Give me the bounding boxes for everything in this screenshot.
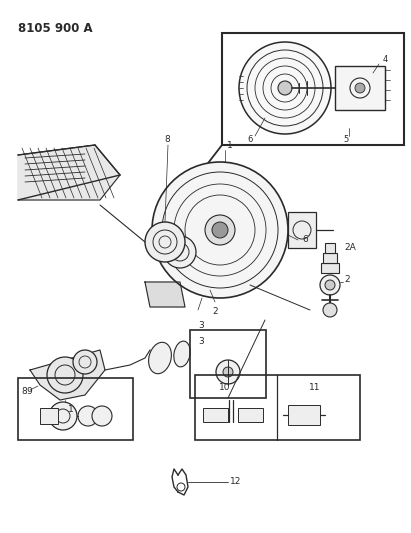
Text: 6: 6 bbox=[302, 236, 308, 245]
Text: 2: 2 bbox=[344, 276, 350, 285]
Bar bbox=[40, 408, 58, 424]
Circle shape bbox=[325, 280, 335, 290]
Text: 8: 8 bbox=[21, 387, 27, 397]
Text: 12: 12 bbox=[230, 478, 241, 487]
Circle shape bbox=[73, 350, 97, 374]
Text: 2: 2 bbox=[212, 308, 218, 317]
Bar bbox=[18, 378, 133, 440]
Text: 11: 11 bbox=[309, 383, 321, 392]
Bar bbox=[288, 212, 316, 248]
Text: 8105 900 A: 8105 900 A bbox=[18, 22, 92, 35]
Bar bbox=[325, 243, 335, 253]
Text: 1: 1 bbox=[68, 406, 74, 415]
Circle shape bbox=[212, 222, 228, 238]
Bar bbox=[222, 33, 404, 145]
Text: 6: 6 bbox=[247, 135, 252, 144]
Text: 2A: 2A bbox=[344, 243, 356, 252]
Circle shape bbox=[355, 83, 365, 93]
Bar bbox=[190, 330, 266, 398]
Circle shape bbox=[49, 402, 77, 430]
Bar bbox=[288, 405, 320, 425]
Text: 3: 3 bbox=[198, 337, 204, 346]
Text: 8: 8 bbox=[164, 135, 170, 144]
Text: 4: 4 bbox=[383, 55, 388, 64]
Polygon shape bbox=[30, 350, 105, 400]
Circle shape bbox=[320, 275, 340, 295]
Bar bbox=[321, 263, 339, 273]
Circle shape bbox=[323, 303, 337, 317]
Circle shape bbox=[223, 367, 233, 377]
Circle shape bbox=[47, 357, 83, 393]
Circle shape bbox=[216, 360, 240, 384]
Circle shape bbox=[239, 42, 331, 134]
Bar bbox=[323, 253, 337, 263]
Circle shape bbox=[145, 222, 185, 262]
Bar bbox=[203, 408, 228, 422]
Bar bbox=[335, 66, 385, 110]
Circle shape bbox=[278, 81, 292, 95]
Text: 3: 3 bbox=[198, 320, 204, 329]
Ellipse shape bbox=[149, 342, 171, 374]
Circle shape bbox=[152, 162, 288, 298]
Circle shape bbox=[78, 406, 98, 426]
Bar bbox=[238, 408, 263, 422]
Text: 1: 1 bbox=[227, 141, 233, 149]
Text: 10: 10 bbox=[219, 383, 231, 392]
Polygon shape bbox=[145, 282, 185, 307]
Text: 5: 5 bbox=[343, 135, 348, 144]
Circle shape bbox=[92, 406, 112, 426]
Text: 9: 9 bbox=[26, 387, 32, 397]
Ellipse shape bbox=[174, 341, 190, 367]
Bar bbox=[195, 375, 360, 440]
Circle shape bbox=[205, 215, 235, 245]
Polygon shape bbox=[18, 145, 120, 200]
Circle shape bbox=[164, 236, 196, 268]
